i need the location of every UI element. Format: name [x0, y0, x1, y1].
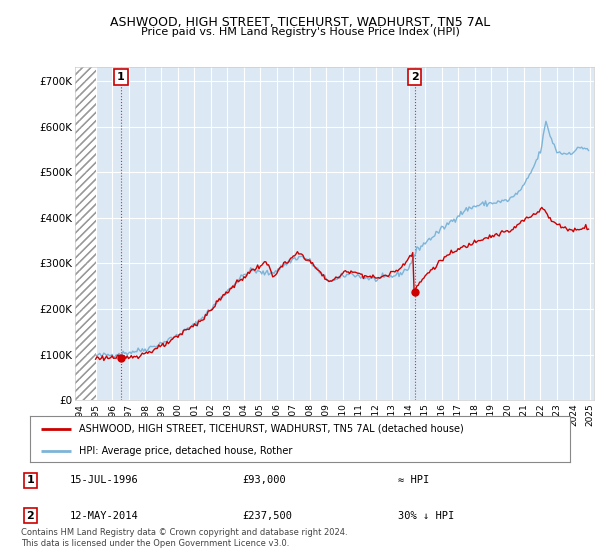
Text: ASHWOOD, HIGH STREET, TICEHURST, WADHURST, TN5 7AL (detached house): ASHWOOD, HIGH STREET, TICEHURST, WADHURS…: [79, 424, 463, 434]
Text: 1: 1: [117, 72, 125, 82]
Text: 15-JUL-1996: 15-JUL-1996: [70, 475, 139, 486]
Bar: [75, 67, 95, 400]
Text: 2: 2: [26, 511, 34, 521]
Text: Contains HM Land Registry data © Crown copyright and database right 2024.
This d: Contains HM Land Registry data © Crown c…: [21, 528, 347, 548]
Text: 30% ↓ HPI: 30% ↓ HPI: [398, 511, 454, 521]
Text: Price paid vs. HM Land Registry's House Price Index (HPI): Price paid vs. HM Land Registry's House …: [140, 27, 460, 38]
Text: 12-MAY-2014: 12-MAY-2014: [70, 511, 139, 521]
Text: £93,000: £93,000: [242, 475, 286, 486]
Text: 1: 1: [26, 475, 34, 486]
Text: ASHWOOD, HIGH STREET, TICEHURST, WADHURST, TN5 7AL: ASHWOOD, HIGH STREET, TICEHURST, WADHURS…: [110, 16, 490, 29]
Text: £237,500: £237,500: [242, 511, 292, 521]
Text: 2: 2: [410, 72, 418, 82]
Bar: [75, 67, 95, 400]
Text: HPI: Average price, detached house, Rother: HPI: Average price, detached house, Roth…: [79, 446, 292, 455]
Text: ≈ HPI: ≈ HPI: [398, 475, 429, 486]
